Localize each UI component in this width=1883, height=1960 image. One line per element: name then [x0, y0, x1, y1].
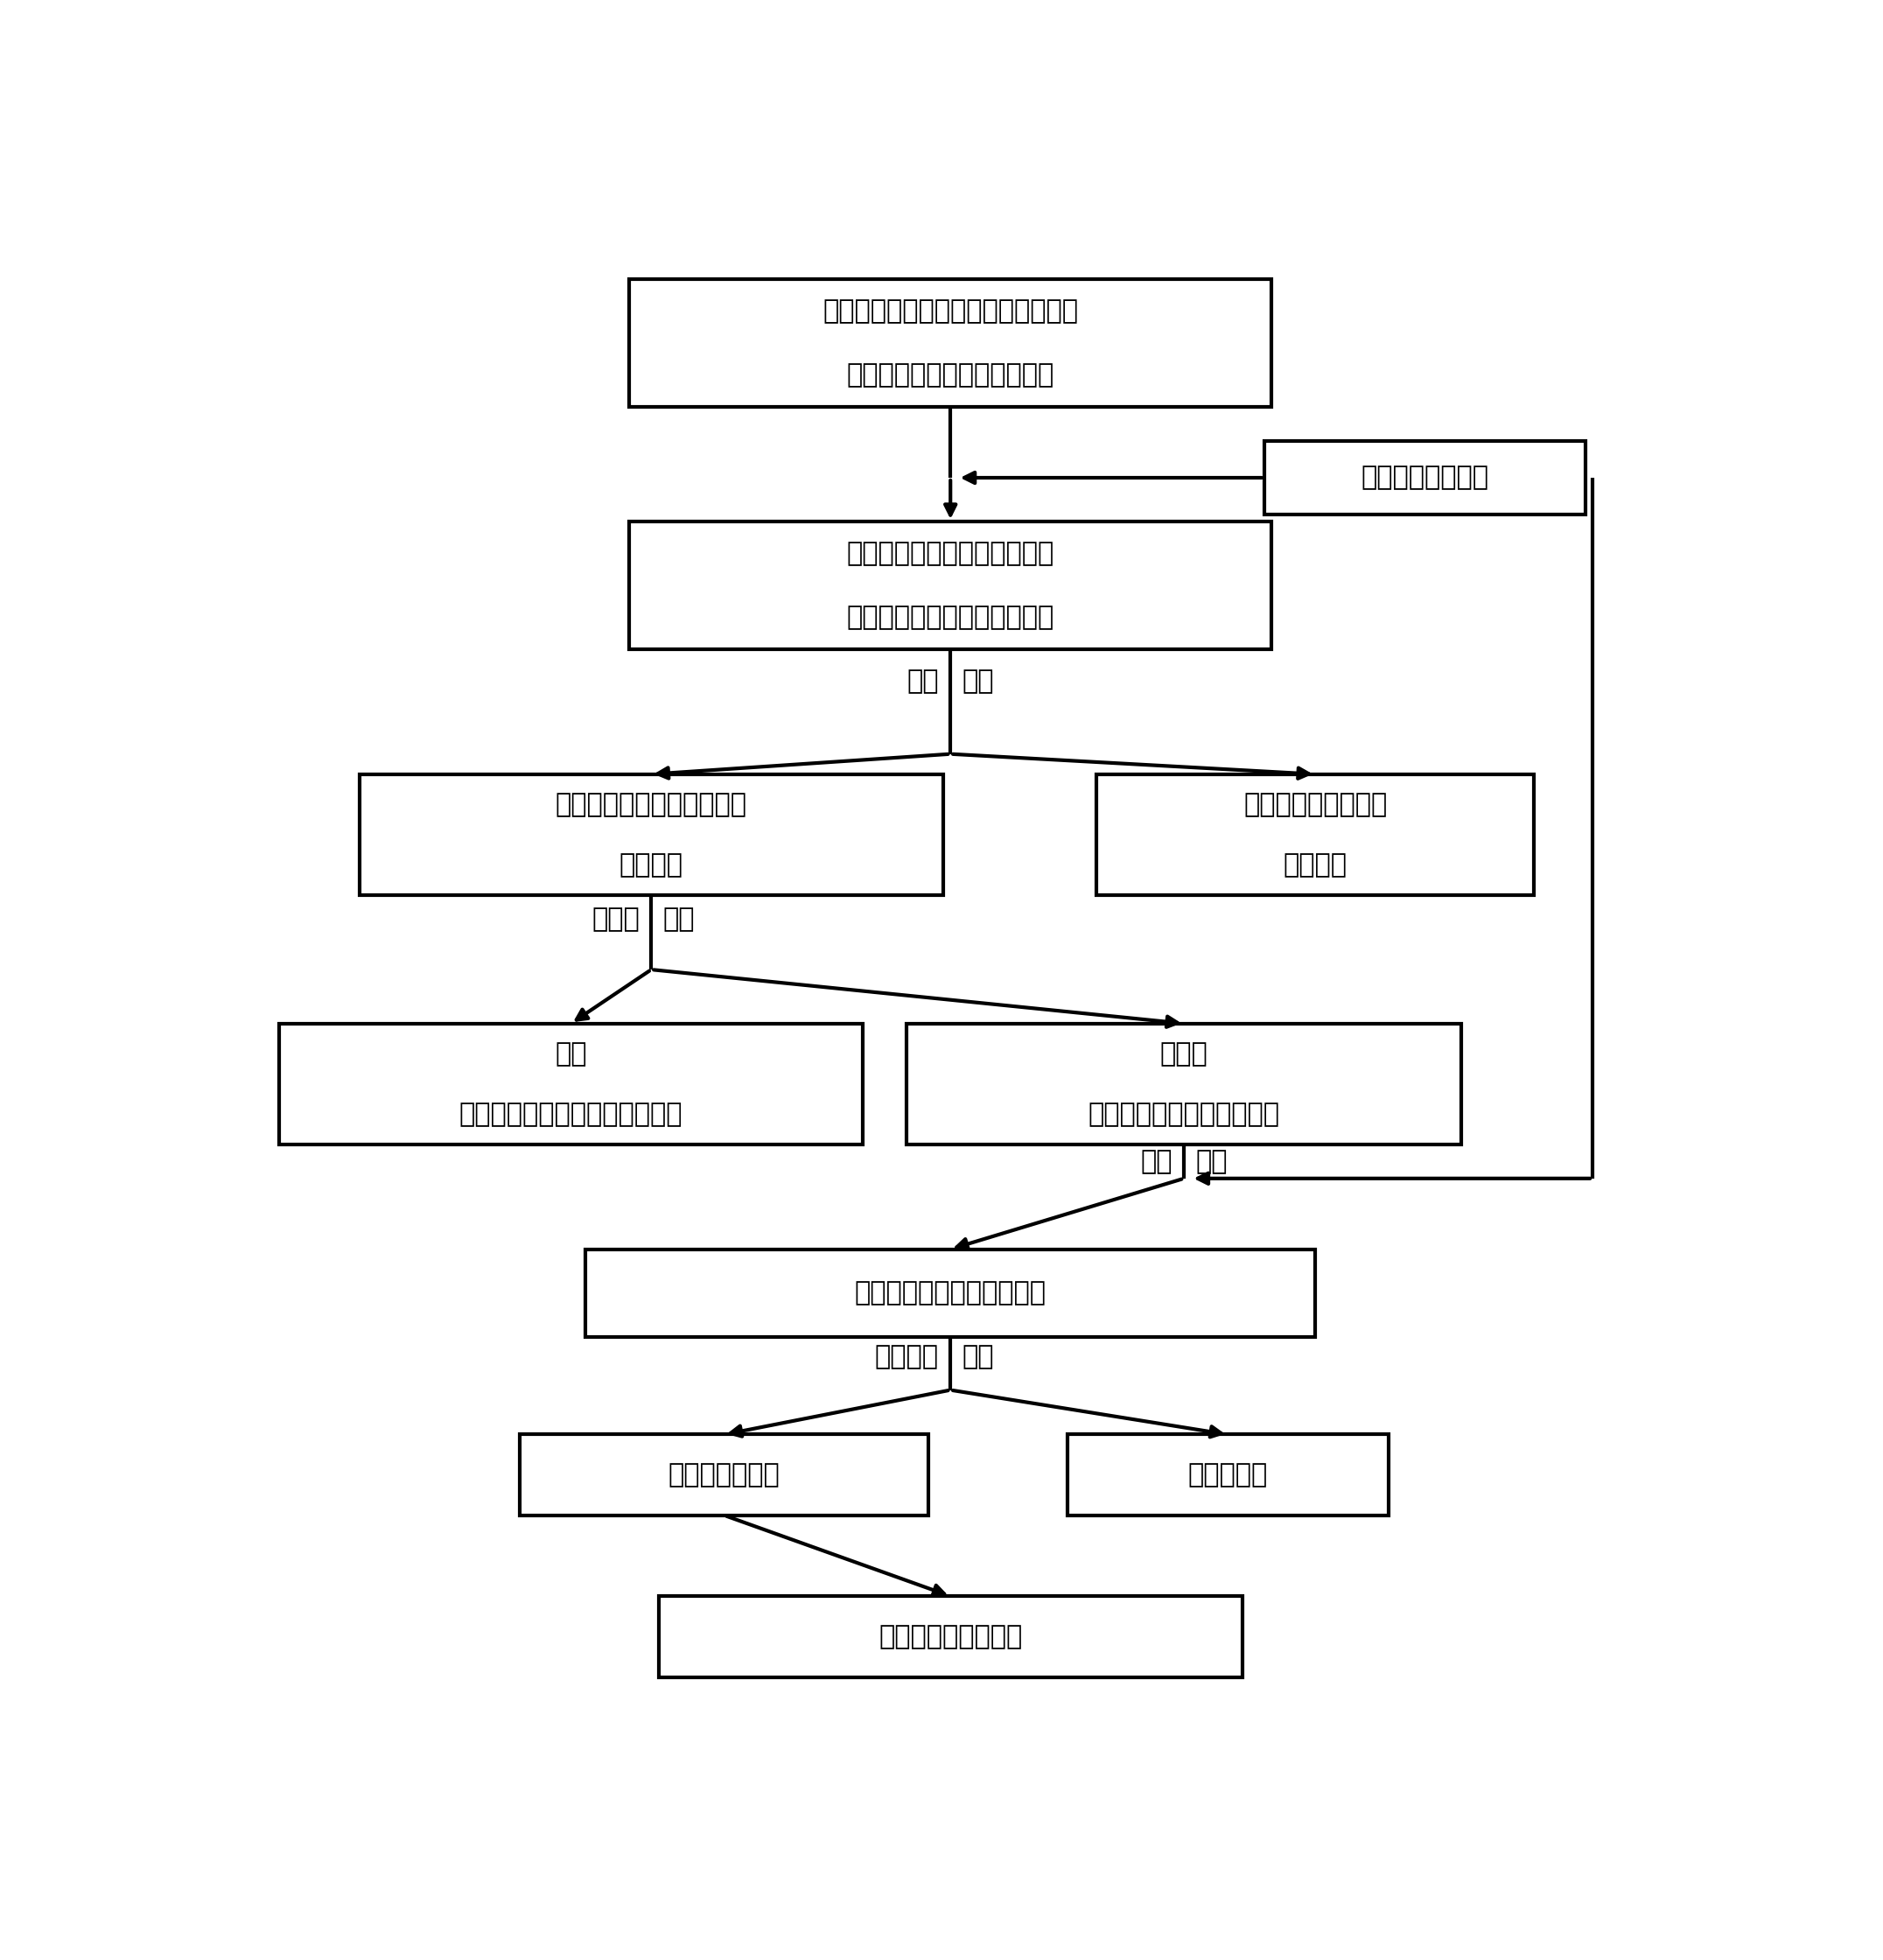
Bar [629, 521, 1271, 649]
Text: 尾气（氢气、氯化氢、二氯二: 尾气（氢气、氯化氢、二氯二 [847, 541, 1054, 566]
Text: 液态四氯化硅淋洗: 液态四氯化硅淋洗 [1361, 465, 1489, 490]
Bar [279, 1023, 862, 1145]
Bar [520, 1435, 928, 1515]
Text: （含少量的氯化氢、四氯化硅）: （含少量的氯化氢、四氯化硅） [459, 1102, 684, 1127]
Text: 氢硅、三氯氢硅、四氯化硅）: 氢硅、三氯氢硅、四氯化硅） [847, 606, 1054, 631]
Bar [1096, 774, 1535, 896]
Bar [1068, 1435, 1388, 1515]
Bar [659, 1595, 1243, 1678]
Text: 三氯氢硅、四氯化硅、杂质）: 三氯氢硅、四氯化硅、杂质） [847, 363, 1054, 388]
Text: （含氯化氢、二氯二氢硅）: （含氯化氢、二氯二氢硅） [1088, 1102, 1280, 1127]
Bar [908, 1023, 1461, 1145]
Text: 控制压力: 控制压力 [876, 1345, 940, 1370]
Text: 三氯氢硅、四氯化硅: 三氯氢硅、四氯化硅 [1243, 792, 1388, 817]
Text: 加压: 加压 [908, 668, 940, 694]
Text: 氢气、氯化氢、二氯二氢硅: 氢气、氯化氢、二氯二氢硅 [555, 792, 748, 817]
Bar [629, 278, 1271, 408]
Text: 冷却: 冷却 [962, 668, 994, 694]
Bar [586, 1249, 1314, 1337]
Text: 吸收: 吸收 [663, 906, 695, 931]
Text: 尾气（氢气、氯化氢、二氯二氢硅、: 尾气（氢气、氯化氢、二氯二氢硅、 [823, 298, 1079, 323]
Text: 升温: 升温 [1141, 1149, 1173, 1174]
Text: 液态二氯二氢硅: 液态二氯二氢硅 [668, 1462, 780, 1488]
Text: 吸收剂: 吸收剂 [1160, 1041, 1207, 1066]
Text: 吸收剂: 吸收剂 [591, 906, 640, 931]
Text: 气态氯化氢: 气态氯化氢 [1188, 1462, 1267, 1488]
Bar [360, 774, 943, 896]
Text: 加压: 加压 [1196, 1149, 1228, 1174]
Text: （气态）: （气态） [620, 853, 684, 878]
Text: 生产多晶硅或收集出: 生产多晶硅或收集出 [879, 1625, 1022, 1648]
Bar [1263, 441, 1585, 515]
Text: （液态）: （液态） [1284, 853, 1346, 878]
Text: 温度: 温度 [962, 1345, 994, 1370]
Text: 氢气: 氢气 [555, 1041, 587, 1066]
Text: 气态的氯化氢、二氯二氢硅: 气态的氯化氢、二氯二氢硅 [855, 1280, 1047, 1305]
